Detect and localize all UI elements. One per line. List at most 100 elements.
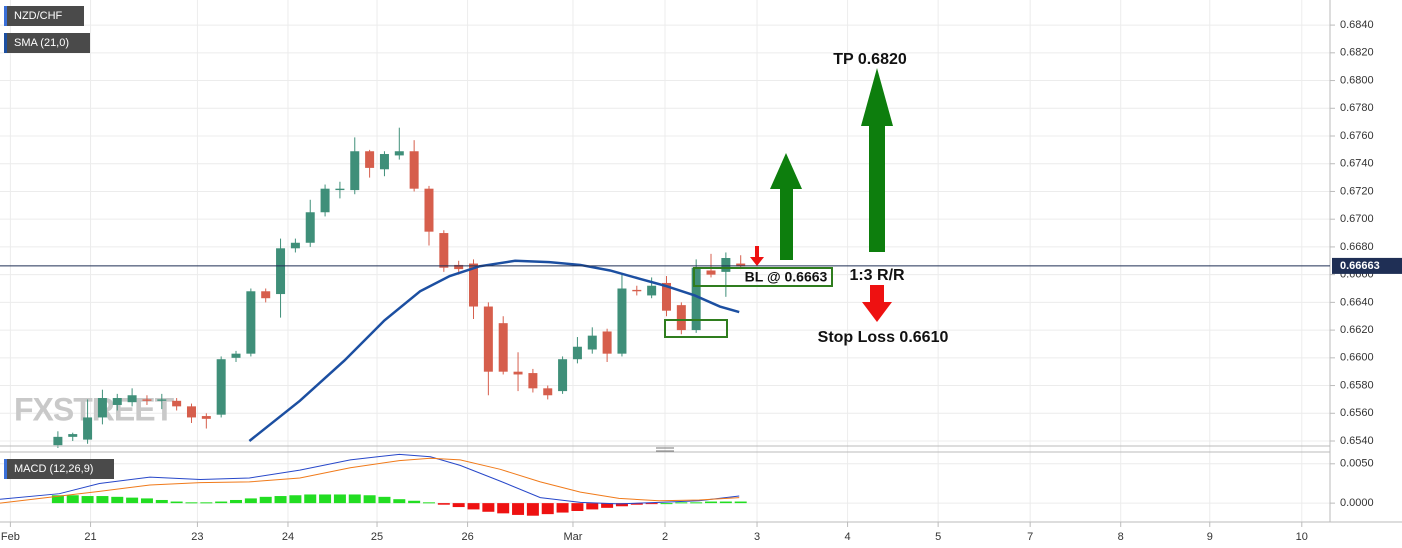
histogram-bar [200, 502, 213, 504]
up-arrow [770, 153, 802, 260]
x-tick-label: 7 [1027, 531, 1033, 543]
candle-body [97, 398, 107, 418]
histogram-bar [719, 501, 732, 504]
last-price-label: 0.66663 [1340, 260, 1380, 272]
candle-body [172, 400, 182, 407]
y-tick-label: 0.6720 [1340, 185, 1374, 197]
histogram-bar [140, 498, 153, 504]
histogram-bar [393, 499, 406, 504]
tp-arrow [861, 68, 893, 252]
histogram-bar [259, 496, 272, 504]
candle-body [350, 151, 360, 191]
candle-body [246, 291, 256, 354]
histogram-bar [601, 503, 614, 508]
legend-strip [4, 6, 7, 26]
x-tick-label: 5 [935, 531, 941, 543]
candle-body [454, 264, 464, 270]
histogram-bar [155, 499, 168, 504]
grid [0, 0, 1330, 522]
sma-line [248, 259, 740, 442]
x-tick-label: 26 [461, 531, 473, 543]
candle-body [142, 399, 152, 401]
histogram-bar [126, 497, 139, 504]
candle-body [68, 434, 78, 437]
histogram-bar [690, 502, 703, 504]
histogram-bar [274, 496, 287, 504]
histogram-bar [660, 503, 673, 505]
y-tick-label: 0.6820 [1340, 47, 1374, 59]
small-down-arrow [750, 246, 764, 266]
candle-body [736, 263, 746, 267]
candle-body [558, 359, 568, 392]
candle-body [290, 242, 300, 249]
histogram-bar [571, 503, 584, 511]
candle-body [379, 154, 389, 170]
x-tick-label: Mar [563, 531, 582, 543]
x-tick-label: 21 [84, 531, 96, 543]
x-tick-label: 3 [754, 531, 760, 543]
histogram-bar [333, 494, 346, 504]
annotation: 1:3 R/R [849, 267, 905, 284]
legend-box [4, 33, 90, 53]
candle-body [320, 188, 330, 213]
legend-strip [4, 459, 7, 479]
y-tick-label: 0.6640 [1340, 296, 1374, 308]
candle-body [112, 398, 122, 405]
y-tick-label: 0.6620 [1340, 324, 1374, 336]
histogram-bar [96, 496, 109, 504]
y-tick-label: 0.6700 [1340, 213, 1374, 225]
candle-body [632, 289, 642, 292]
histogram-bar [170, 501, 183, 504]
y-tick-label: 0.6600 [1340, 352, 1374, 364]
y-tick-label: 0.6760 [1340, 130, 1374, 142]
histogram-bar [81, 496, 94, 504]
histogram-bar [512, 503, 525, 515]
histogram-bar [230, 499, 243, 504]
histogram-bar [319, 494, 332, 504]
legend-text: MACD (12,26,9) [14, 463, 93, 475]
candle-body [83, 417, 93, 440]
candle-body [409, 151, 419, 189]
histogram-bar [408, 500, 421, 504]
candle-body [186, 406, 196, 418]
histogram-bar [452, 503, 465, 508]
candle-body [513, 371, 523, 375]
candle-body [439, 233, 449, 268]
annotation: TP 0.6820 [833, 51, 907, 68]
histogram-bar [556, 503, 569, 513]
candle-body [602, 331, 612, 354]
candle-body [424, 188, 434, 232]
entry-box [693, 267, 833, 287]
candle-body [617, 288, 627, 354]
candle-body [469, 263, 479, 307]
histogram-bar [734, 501, 747, 504]
candle-body [543, 388, 553, 396]
histogram-bar [497, 503, 510, 514]
annotation: BL @ 0.6663 [745, 269, 828, 285]
candle-body [498, 323, 508, 372]
histogram-bar [437, 503, 450, 505]
y-tick-label: 0.6580 [1340, 379, 1374, 391]
marks [0, 127, 747, 516]
legend-text: NZD/CHF [14, 10, 63, 22]
histogram-bar [363, 495, 376, 504]
legend-strip [4, 33, 7, 53]
candle-body [53, 436, 63, 446]
candle-body [216, 359, 226, 415]
histogram-bar [630, 503, 643, 505]
x-tick-label: 23 [191, 531, 203, 543]
legend-box [4, 6, 84, 26]
candle-body [706, 270, 716, 275]
candle-body [201, 416, 211, 419]
sl-arrow [862, 285, 892, 322]
histogram-bar [348, 494, 361, 504]
y-tick-label: 0.6560 [1340, 407, 1374, 419]
histogram-bar [615, 503, 628, 507]
histogram-bar [304, 494, 317, 504]
histogram-bar [705, 501, 718, 504]
y-tick-label: 0.0000 [1340, 497, 1374, 509]
histogram-bar [378, 496, 391, 504]
candle-body [261, 291, 271, 299]
candle-body [528, 373, 538, 389]
